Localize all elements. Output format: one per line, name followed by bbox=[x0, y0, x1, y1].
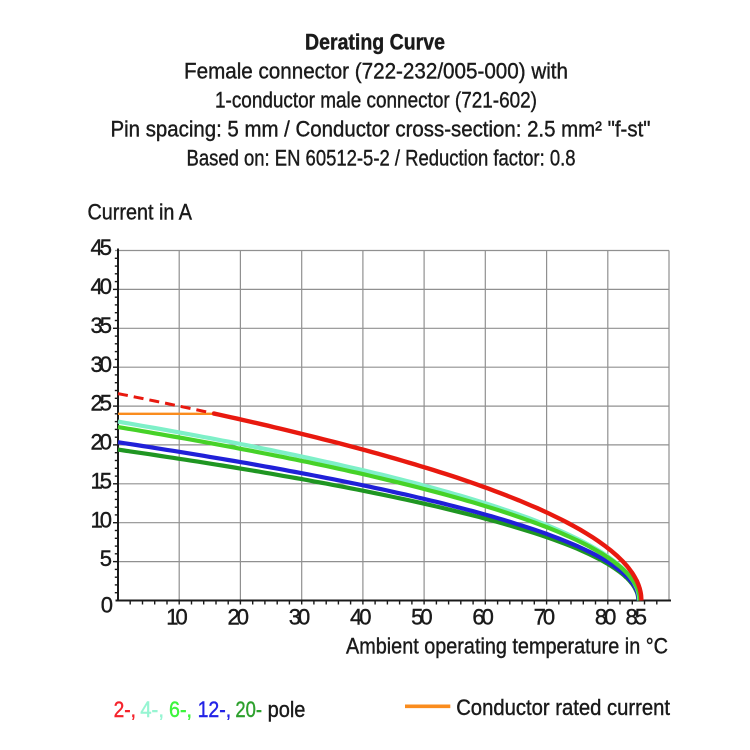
svg-text:30: 30 bbox=[289, 605, 311, 630]
svg-text:0: 0 bbox=[101, 593, 113, 618]
svg-text:6-,: 6-, bbox=[169, 697, 192, 722]
svg-text:30: 30 bbox=[91, 352, 113, 377]
svg-text:Current in A: Current in A bbox=[88, 200, 193, 225]
svg-text:20: 20 bbox=[91, 430, 113, 455]
svg-text:Female connector (722-232/005-: Female connector (722-232/005-000) with bbox=[184, 58, 568, 83]
svg-text:pole: pole bbox=[268, 697, 306, 722]
svg-text:50: 50 bbox=[411, 605, 433, 630]
svg-text:45: 45 bbox=[91, 235, 113, 260]
svg-text:80: 80 bbox=[595, 605, 617, 630]
svg-text:40: 40 bbox=[350, 605, 372, 630]
svg-text:Based on: EN 60512-5-2 / Reduc: Based on: EN 60512-5-2 / Reduction facto… bbox=[187, 145, 576, 170]
svg-text:35: 35 bbox=[91, 313, 113, 338]
svg-text:85: 85 bbox=[625, 605, 647, 630]
svg-text:Pin spacing: 5 mm / Conductor: Pin spacing: 5 mm / Conductor cross-sect… bbox=[111, 116, 651, 141]
svg-text:Ambient operating temperature: Ambient operating temperature in °C bbox=[346, 634, 668, 659]
svg-text:25: 25 bbox=[91, 391, 113, 416]
svg-text:20-: 20- bbox=[235, 697, 262, 722]
svg-text:20: 20 bbox=[227, 605, 249, 630]
svg-text:10: 10 bbox=[166, 605, 188, 630]
svg-text:1-conductor male connector (72: 1-conductor male connector (721-602) bbox=[215, 87, 537, 112]
svg-text:12-,: 12-, bbox=[198, 697, 232, 722]
svg-text:15: 15 bbox=[91, 468, 113, 493]
svg-text:Derating Curve: Derating Curve bbox=[305, 30, 445, 55]
svg-text:2-,: 2-, bbox=[114, 697, 136, 722]
svg-text:5: 5 bbox=[100, 546, 112, 571]
svg-text:4-,: 4-, bbox=[140, 697, 164, 722]
svg-text:10: 10 bbox=[91, 507, 113, 532]
svg-text:60: 60 bbox=[472, 605, 494, 630]
svg-text:Conductor rated current: Conductor rated current bbox=[456, 695, 670, 720]
svg-text:70: 70 bbox=[534, 605, 556, 630]
svg-text:40: 40 bbox=[91, 274, 113, 299]
